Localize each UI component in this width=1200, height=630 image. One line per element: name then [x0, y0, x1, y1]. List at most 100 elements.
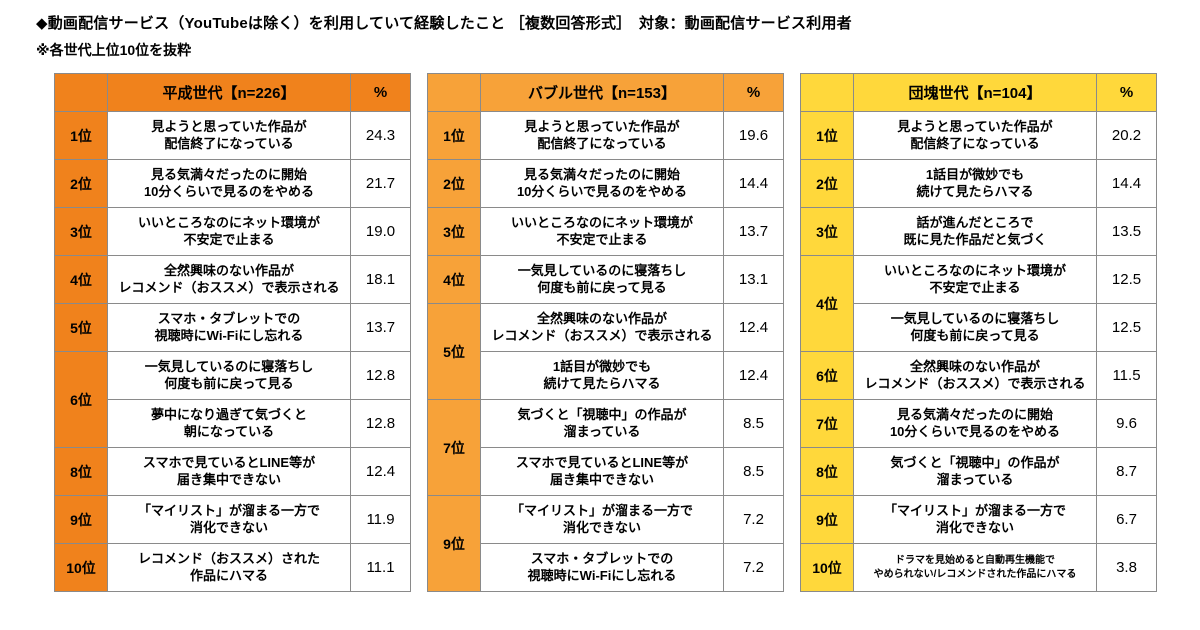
table-row: 夢中になり過ぎて気づくと 朝になっている 12.8 [55, 399, 411, 448]
value-cell: 12.5 [1096, 255, 1157, 304]
table-row: 3位 いいところなのにネット環境が 不安定で止まる 13.7 [427, 207, 784, 256]
item-cell: 一気見しているのに寝落ちし 何度も前に戻って見る [853, 303, 1097, 352]
item-cell: 見る気満々だったのに開始 10分くらいで見るのをやめる [107, 159, 351, 208]
item-cell: 1話目が微妙でも 続けて見たらハマる [480, 351, 724, 400]
value-cell: 3.8 [1096, 543, 1157, 592]
percent-header: % [723, 73, 784, 112]
value-cell: 18.1 [350, 255, 411, 304]
rank-cell: 8位 [54, 447, 108, 496]
item-cell: いいところなのにネット環境が 不安定で止まる [107, 207, 351, 256]
value-cell: 7.2 [723, 495, 784, 544]
table-row: 9位 「マイリスト」が溜まる一方で 消化できない 11.9 [54, 495, 411, 544]
value-cell: 20.2 [1096, 111, 1157, 160]
item-cell: スマホ・タブレットでの 視聴時にWi-Fiにし忘れる [107, 303, 351, 352]
item-cell: 「マイリスト」が溜まる一方で 消化できない [853, 495, 1097, 544]
value-cell: 8.5 [723, 399, 784, 448]
value-cell: 12.4 [723, 351, 784, 400]
value-cell: 24.3 [350, 111, 411, 160]
rank-cell: 10位 [800, 543, 854, 592]
table-row: 6位 一気見しているのに寝落ちし 何度も前に戻って見る 12.8 [54, 351, 411, 448]
value-cell: 13.5 [1096, 207, 1157, 256]
table-row: スマホで見ているとLINE等が 届き集中できない 8.5 [428, 447, 784, 496]
table-row: 1話目が微妙でも 続けて見たらハマる 12.4 [428, 351, 784, 400]
rank-header-cell [800, 73, 854, 112]
table-row: 8位 気づくと「視聴中」の作品が 溜まっている 8.7 [800, 447, 1157, 496]
percent-header: % [1096, 73, 1157, 112]
rank-cell: 6位 [800, 351, 854, 400]
table-row: 10位 レコメンド（おススメ）された 作品にハマる 11.1 [54, 543, 411, 592]
rank-cell: 8位 [800, 447, 854, 496]
item-cell: 夢中になり過ぎて気づくと 朝になっている [107, 399, 351, 448]
item-cell: 全然興味のない作品が レコメンド（おススメ）で表示される [107, 255, 351, 304]
table-row: 4位 全然興味のない作品が レコメンド（おススメ）で表示される 18.1 [54, 255, 411, 304]
rank-cell: 5位 [427, 303, 481, 400]
value-cell: 6.7 [1096, 495, 1157, 544]
table-row: 9位 「マイリスト」が溜まる一方で 消化できない 6.7 [800, 495, 1157, 544]
value-cell: 19.6 [723, 111, 784, 160]
rank-cell: 7位 [800, 399, 854, 448]
item-cell: 見る気満々だったのに開始 10分くらいで見るのをやめる [853, 399, 1097, 448]
item-cell: 気づくと「視聴中」の作品が 溜まっている [853, 447, 1097, 496]
rank-cell: 1位 [427, 111, 481, 160]
item-cell: 1話目が微妙でも 続けて見たらハマる [853, 159, 1097, 208]
value-cell: 12.5 [1096, 303, 1157, 352]
rank-cell: 3位 [427, 207, 481, 256]
item-cell: 全然興味のない作品が レコメンド（おススメ）で表示される [480, 303, 724, 352]
value-cell: 14.4 [1096, 159, 1157, 208]
table-row: 8位 スマホで見ているとLINE等が 届き集中できない 12.4 [54, 447, 411, 496]
header-row: 団塊世代【n=104】% [800, 73, 1157, 112]
item-cell: 見る気満々だったのに開始 10分くらいで見るのをやめる [480, 159, 724, 208]
generation-header: バブル世代【n=153】 [480, 73, 724, 112]
item-cell: 一気見しているのに寝落ちし 何度も前に戻って見る [480, 255, 724, 304]
item-cell: スマホ・タブレットでの 視聴時にWi-Fiにし忘れる [480, 543, 724, 592]
value-cell: 14.4 [723, 159, 784, 208]
table-row: 1位 見ようと思っていた作品が 配信終了になっている 24.3 [54, 111, 411, 160]
item-cell: スマホで見ているとLINE等が 届き集中できない [480, 447, 724, 496]
table-row: 2位 見る気満々だったのに開始 10分くらいで見るのをやめる 21.7 [54, 159, 411, 208]
rank-cell: 9位 [427, 495, 481, 592]
table-row: 1位 見ようと思っていた作品が 配信終了になっている 19.6 [427, 111, 784, 160]
table-row: 7位 気づくと「視聴中」の作品が 溜まっている 8.5 [427, 399, 784, 496]
value-cell: 21.7 [350, 159, 411, 208]
table-row: スマホ・タブレットでの 視聴時にWi-Fiにし忘れる 7.2 [428, 543, 784, 592]
value-cell: 7.2 [723, 543, 784, 592]
rank-cell: 3位 [800, 207, 854, 256]
item-cell: 見ようと思っていた作品が 配信終了になっている [107, 111, 351, 160]
ranking-table-3: 団塊世代【n=104】% 1位 見ようと思っていた作品が 配信終了になっている 20.… [800, 73, 1157, 592]
item-cell: 見ようと思っていた作品が 配信終了になっている [480, 111, 724, 160]
rank-cell: 4位 [800, 255, 854, 352]
value-cell: 19.0 [350, 207, 411, 256]
percent-header: % [350, 73, 411, 112]
table-row: 6位 全然興味のない作品が レコメンド（おススメ）で表示される 11.5 [800, 351, 1157, 400]
value-cell: 8.5 [723, 447, 784, 496]
table-row: 4位 いいところなのにネット環境が 不安定で止まる 12.5 [800, 255, 1157, 352]
table-row: 10位 ドラマを見始めると自動再生機能で やめられない/レコメンドされた作品にハマ… [800, 543, 1157, 592]
rank-cell: 10位 [54, 543, 108, 592]
value-cell: 12.8 [350, 351, 411, 400]
value-cell: 9.6 [1096, 399, 1157, 448]
item-cell: 全然興味のない作品が レコメンド（おススメ）で表示される [853, 351, 1097, 400]
rank-cell: 4位 [54, 255, 108, 304]
table-row: 3位 いいところなのにネット環境が 不安定で止まる 19.0 [54, 207, 411, 256]
value-cell: 11.1 [350, 543, 411, 592]
rank-cell: 1位 [800, 111, 854, 160]
item-cell: 見ようと思っていた作品が 配信終了になっている [853, 111, 1097, 160]
ranking-table-1: 平成世代【n=226】% 1位 見ようと思っていた作品が 配信終了になっている 24.… [54, 73, 411, 592]
table-row: 4位 一気見しているのに寝落ちし 何度も前に戻って見る 13.1 [427, 255, 784, 304]
value-cell: 11.5 [1096, 351, 1157, 400]
rank-cell: 9位 [54, 495, 108, 544]
rank-cell: 7位 [427, 399, 481, 496]
table-row: 9位 「マイリスト」が溜まる一方で 消化できない 7.2 [427, 495, 784, 592]
item-cell: ドラマを見始めると自動再生機能で やめられない/レコメンドされた作品にハマる [853, 543, 1097, 592]
value-cell: 12.8 [350, 399, 411, 448]
tables-container: 平成世代【n=226】% 1位 見ようと思っていた作品が 配信終了になっている 24.… [54, 73, 1200, 592]
rank-cell: 2位 [800, 159, 854, 208]
table-row: 一気見しているのに寝落ちし 何度も前に戻って見る 12.5 [801, 303, 1157, 352]
header-row: 平成世代【n=226】% [54, 73, 411, 112]
value-cell: 13.1 [723, 255, 784, 304]
item-cell: いいところなのにネット環境が 不安定で止まる [853, 255, 1097, 304]
table-row: 3位 話が進んだところで 既に見た作品だと気づく 13.5 [800, 207, 1157, 256]
value-cell: 13.7 [723, 207, 784, 256]
item-cell: 気づくと「視聴中」の作品が 溜まっている [480, 399, 724, 448]
